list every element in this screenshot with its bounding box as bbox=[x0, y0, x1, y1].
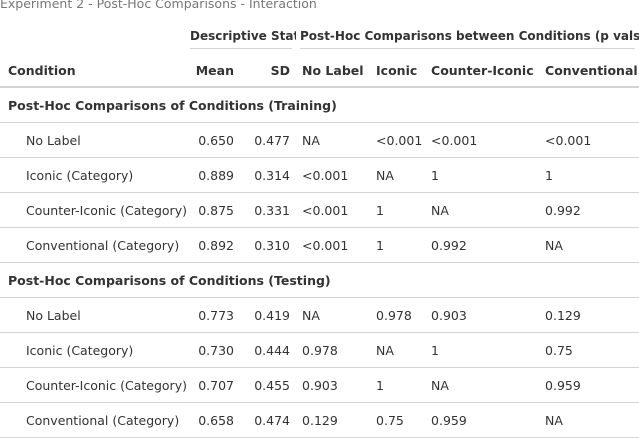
condition-cell: Conventional (Category) bbox=[0, 227, 186, 263]
table-row: Conventional (Category) 0.892 0.310 <0.001 1… bbox=[0, 227, 639, 263]
spanner-descriptive: Descriptive Stats bbox=[186, 24, 296, 54]
table-row: No Label 0.650 0.477 NA <0.001 <0.001 <0.001 bbox=[0, 122, 639, 158]
conventional-cell: NA bbox=[539, 402, 639, 438]
column-header-row: Condition Mean SD No Label Iconic Counte… bbox=[0, 54, 639, 88]
sd-cell: 0.419 bbox=[240, 297, 297, 333]
counter-iconic-cell: NA bbox=[425, 367, 540, 403]
mean-cell: 0.892 bbox=[186, 227, 240, 263]
iconic-cell: 0.978 bbox=[370, 297, 426, 333]
condition-cell: Conventional (Category) bbox=[0, 402, 186, 438]
iconic-cell: 1 bbox=[370, 367, 426, 403]
counter-iconic-cell: 0.992 bbox=[425, 227, 540, 263]
mean-cell: 0.650 bbox=[186, 122, 240, 158]
iconic-cell: 1 bbox=[370, 227, 426, 263]
iconic-cell: NA bbox=[370, 157, 426, 193]
condition-cell: Iconic (Category) bbox=[0, 157, 186, 193]
condition-cell: No Label bbox=[0, 297, 186, 333]
counter-iconic-cell: NA bbox=[425, 192, 540, 228]
iconic-cell: <0.001 bbox=[370, 122, 426, 158]
iconic-cell: 1 bbox=[370, 192, 426, 228]
iconic-cell: NA bbox=[370, 332, 426, 368]
column-header-iconic: Iconic bbox=[370, 54, 426, 88]
condition-cell: No Label bbox=[0, 122, 186, 158]
mean-cell: 0.889 bbox=[186, 157, 240, 193]
counter-iconic-cell: 0.903 bbox=[425, 297, 540, 333]
table-row: Counter-Iconic (Category) 0.707 0.455 0.903… bbox=[0, 367, 639, 403]
column-header-counter-iconic: Counter-Iconic bbox=[425, 54, 540, 88]
no-label-cell: NA bbox=[296, 122, 371, 158]
conventional-cell: 0.992 bbox=[539, 192, 639, 228]
column-header-condition: Condition bbox=[0, 54, 186, 88]
column-header-sd: SD bbox=[240, 54, 297, 88]
no-label-cell: 0.978 bbox=[296, 332, 371, 368]
posthoc-table: Descriptive Stats Post-Hoc Comparisons b… bbox=[0, 24, 639, 438]
group-title: Post-Hoc Comparisons of Conditions (Trai… bbox=[0, 87, 639, 123]
column-header-conventional: Conventional bbox=[539, 54, 639, 88]
table-caption: Experiment 2 - Post-Hoc Comparisons - In… bbox=[0, 0, 317, 11]
conventional-cell: 0.75 bbox=[539, 332, 639, 368]
sd-cell: 0.474 bbox=[240, 402, 297, 438]
group-row: Post-Hoc Comparisons of Conditions (Trai… bbox=[0, 87, 639, 123]
table-row: Counter-Iconic (Category) 0.875 0.331 <0.00… bbox=[0, 192, 639, 228]
no-label-cell: <0.001 bbox=[296, 192, 371, 228]
table-row: No Label 0.773 0.419 NA 0.978 0.903 0.129 bbox=[0, 297, 639, 333]
no-label-cell: <0.001 bbox=[296, 157, 371, 193]
table-body: Post-Hoc Comparisons of Conditions (Trai… bbox=[0, 87, 639, 438]
no-label-cell: 0.903 bbox=[296, 367, 371, 403]
no-label-cell: NA bbox=[296, 297, 371, 333]
counter-iconic-cell: <0.001 bbox=[425, 122, 540, 158]
table-row: Conventional (Category) 0.658 0.474 0.129 0.… bbox=[0, 402, 639, 438]
sd-cell: 0.477 bbox=[240, 122, 297, 158]
spanner-row: Descriptive Stats Post-Hoc Comparisons b… bbox=[0, 24, 639, 54]
group-title: Post-Hoc Comparisons of Conditions (Test… bbox=[0, 262, 639, 298]
counter-iconic-cell: 1 bbox=[425, 157, 540, 193]
table-row: Iconic (Category) 0.730 0.444 0.978 NA 1 0.75 bbox=[0, 332, 639, 368]
mean-cell: 0.730 bbox=[186, 332, 240, 368]
conventional-cell: 0.129 bbox=[539, 297, 639, 333]
conventional-cell: 1 bbox=[539, 157, 639, 193]
column-header-mean: Mean bbox=[186, 54, 240, 88]
condition-cell: Counter-Iconic (Category) bbox=[0, 192, 186, 228]
condition-cell: Iconic (Category) bbox=[0, 332, 186, 368]
mean-cell: 0.773 bbox=[186, 297, 240, 333]
sd-cell: 0.331 bbox=[240, 192, 297, 228]
sd-cell: 0.314 bbox=[240, 157, 297, 193]
condition-cell: Counter-Iconic (Category) bbox=[0, 367, 186, 403]
sd-cell: 0.455 bbox=[240, 367, 297, 403]
conventional-cell: 0.959 bbox=[539, 367, 639, 403]
conventional-cell: <0.001 bbox=[539, 122, 639, 158]
iconic-cell: 0.75 bbox=[370, 402, 426, 438]
no-label-cell: <0.001 bbox=[296, 227, 371, 263]
mean-cell: 0.707 bbox=[186, 367, 240, 403]
conventional-cell: NA bbox=[539, 227, 639, 263]
group-row: Post-Hoc Comparisons of Conditions (Test… bbox=[0, 262, 639, 298]
mean-cell: 0.658 bbox=[186, 402, 240, 438]
no-label-cell: 0.129 bbox=[296, 402, 371, 438]
sd-cell: 0.310 bbox=[240, 227, 297, 263]
mean-cell: 0.875 bbox=[186, 192, 240, 228]
column-header-no-label: No Label bbox=[296, 54, 371, 88]
sd-cell: 0.444 bbox=[240, 332, 297, 368]
spanner-blank bbox=[0, 24, 186, 54]
spanner-posthoc: Post-Hoc Comparisons between Conditions … bbox=[296, 24, 639, 54]
counter-iconic-cell: 0.959 bbox=[425, 402, 540, 438]
table-row: Iconic (Category) 0.889 0.314 <0.001 NA 1 1 bbox=[0, 157, 639, 193]
counter-iconic-cell: 1 bbox=[425, 332, 540, 368]
